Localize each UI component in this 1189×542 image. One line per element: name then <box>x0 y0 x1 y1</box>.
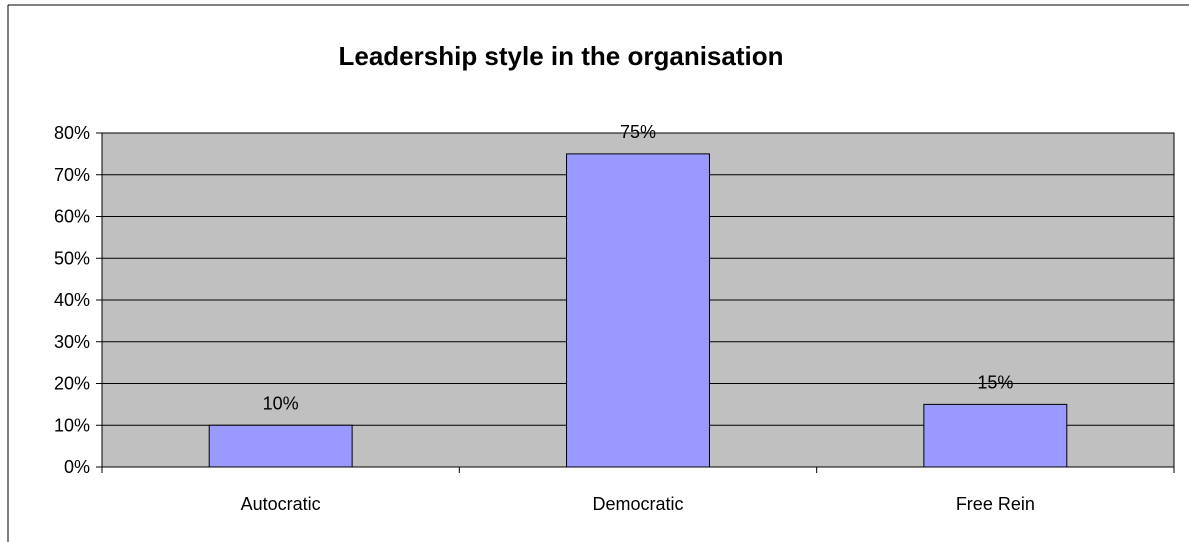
x-axis-labels: Autocratic Democratic Free Rein <box>241 494 1035 514</box>
y-tick-label: 50% <box>54 248 90 268</box>
y-tick-label: 70% <box>54 165 90 185</box>
y-tick-label: 20% <box>54 374 90 394</box>
bars <box>208 153 1068 468</box>
x-tick-label: Autocratic <box>241 494 321 514</box>
y-tick-label: 10% <box>54 415 90 435</box>
y-axis-labels: 0% 10% 20% 30% 40% 50% 60% 70% 80% <box>54 123 90 477</box>
y-axis-ticks <box>96 132 102 468</box>
data-label: 15% <box>977 372 1013 392</box>
y-tick-label: 40% <box>54 290 90 310</box>
value-labels: 10% 75% 15% <box>263 122 1014 413</box>
bar <box>566 153 710 468</box>
bar <box>923 403 1068 468</box>
x-axis-ticks <box>101 467 1175 473</box>
y-tick-label: 30% <box>54 332 90 352</box>
chart-title: Leadership style in the organisation <box>339 41 784 71</box>
data-label: 10% <box>263 393 299 413</box>
y-tick-label: 60% <box>54 207 90 227</box>
y-tick-label: 0% <box>64 457 90 477</box>
y-tick-label: 80% <box>54 123 90 143</box>
bar <box>208 424 353 468</box>
x-tick-label: Free Rein <box>956 494 1035 514</box>
chart-border <box>7 4 1189 542</box>
data-label: 75% <box>620 122 656 142</box>
x-tick-label: Democratic <box>592 494 683 514</box>
